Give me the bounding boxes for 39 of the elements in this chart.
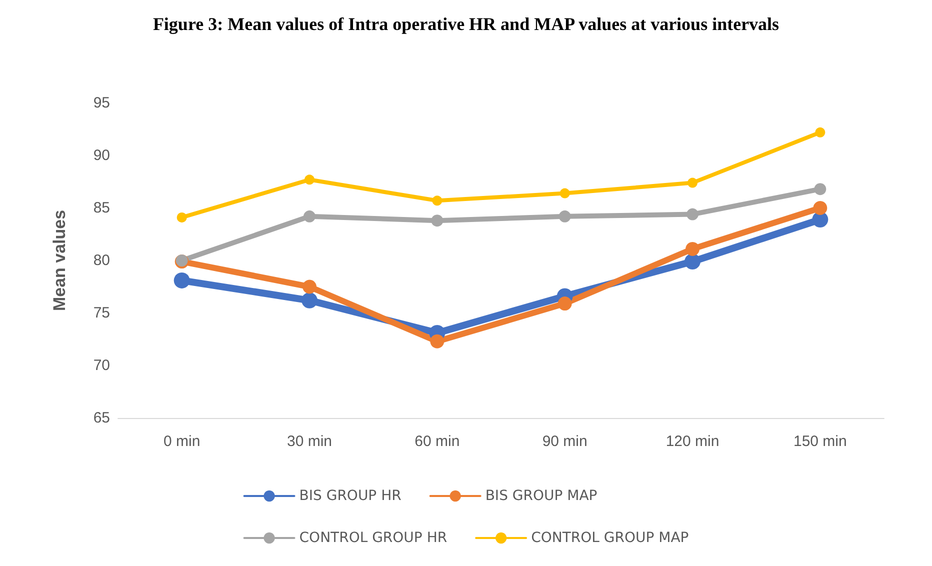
x-tick-label: 30 min — [286, 433, 332, 450]
x-tick-label: 0 min — [163, 433, 200, 450]
point — [174, 272, 190, 288]
point — [813, 201, 828, 215]
y-axis-title: Mean values — [50, 210, 69, 312]
point — [431, 214, 444, 227]
legend-label: BIS GROUP HR — [299, 488, 402, 504]
point — [176, 254, 188, 266]
point — [560, 188, 570, 198]
point — [176, 212, 187, 222]
point — [302, 280, 316, 294]
chart-title: Figure 3: Mean values of Intra operative HR and MAP values at various intervals — [152, 14, 780, 34]
point — [430, 334, 444, 348]
legend-label: CONTROL GROUP MAP — [531, 530, 689, 546]
point — [688, 178, 698, 188]
x-tick-label: 90 min — [542, 433, 588, 450]
y-tick-label: 65 — [93, 410, 110, 426]
point — [304, 174, 314, 185]
point — [558, 210, 571, 222]
point — [558, 296, 572, 311]
point — [304, 210, 316, 222]
y-tick-label: 95 — [93, 94, 110, 112]
legend-label: CONTROL GROUP HR — [299, 530, 448, 546]
y-tick-label: 70 — [93, 357, 110, 374]
point — [686, 242, 700, 256]
point — [302, 292, 318, 308]
point — [686, 208, 698, 220]
x-tick-label: 60 min — [414, 433, 460, 450]
point — [432, 196, 442, 206]
x-tick-label: 120 min — [666, 433, 720, 450]
point — [684, 254, 700, 270]
point — [814, 183, 826, 196]
y-tick-label: 85 — [93, 200, 110, 216]
point — [815, 127, 826, 138]
legend-label: BIS GROUP MAP — [485, 488, 598, 504]
x-tick-label: 150 min — [793, 433, 847, 450]
y-tick-label: 90 — [93, 147, 110, 164]
y-tick-label: 75 — [93, 304, 110, 322]
y-tick-label: 80 — [93, 252, 110, 269]
